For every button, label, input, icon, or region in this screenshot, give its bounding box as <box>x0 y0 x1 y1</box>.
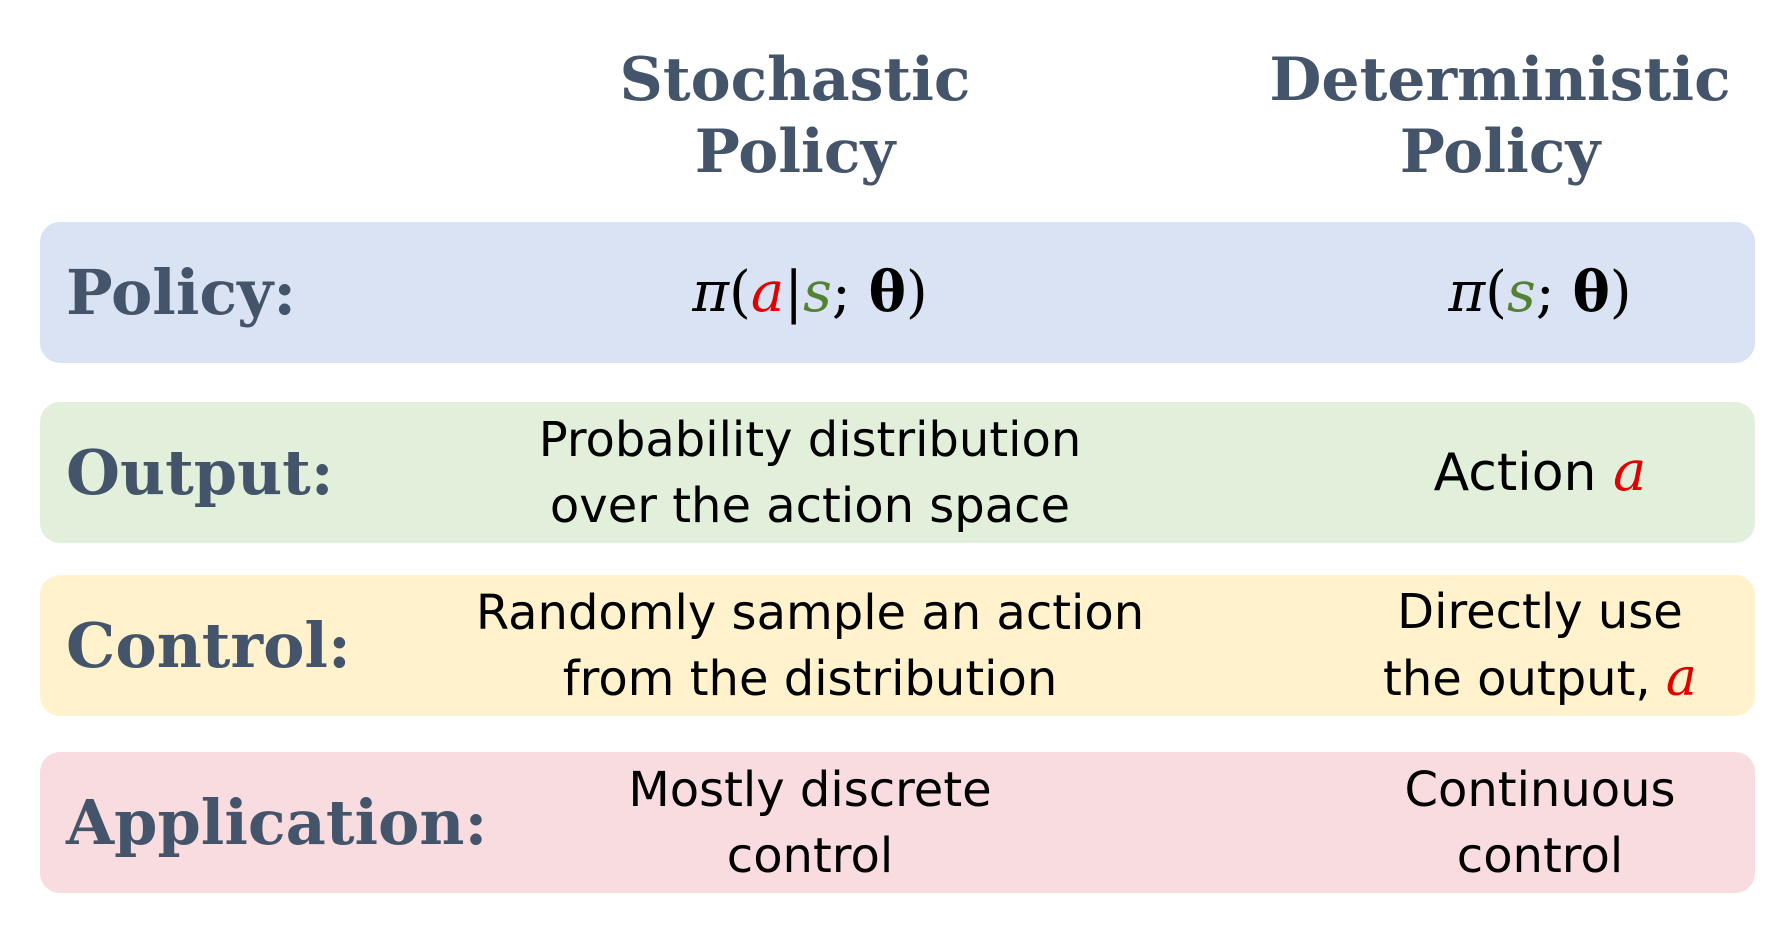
stochastic-control-cell: Randomly sample an action from the distr… <box>440 575 1180 716</box>
deterministic-output-cell: Action a <box>1250 402 1791 543</box>
deterministic-policy-header: Deterministic Policy <box>1240 44 1760 188</box>
output-row: Output: Probability distribution over th… <box>40 402 1755 543</box>
row-label-application: Application: <box>66 786 488 859</box>
close-paren: ) <box>1609 260 1632 325</box>
row-label-policy: Policy: <box>66 256 297 329</box>
header-line: Deterministic <box>1269 45 1731 115</box>
cell-line: from the distribution <box>562 650 1058 707</box>
action-var: a <box>1613 439 1647 504</box>
cell-line: over the action space <box>549 477 1071 534</box>
policy-row: Policy: π(a|s; θ) π(s; θ) <box>40 222 1755 363</box>
deterministic-output-line: Action a <box>1434 439 1647 506</box>
cell-line: control <box>1456 827 1624 884</box>
state-var: s <box>803 260 832 325</box>
row-label-output: Output: <box>66 436 334 509</box>
deterministic-control-cell: Directly use the output, a <box>1290 575 1790 716</box>
application-row: Application: Mostly discrete control Con… <box>40 752 1755 893</box>
deterministic-policy-formula: π(s; θ) <box>1250 222 1791 363</box>
output-text: the output, <box>1383 651 1666 707</box>
stochastic-policy-header: Stochastic Policy <box>560 44 1030 188</box>
control-row: Control: Randomly sample an action from … <box>40 575 1755 716</box>
pi-symbol: π <box>1448 260 1486 325</box>
theta-param: θ <box>868 259 906 325</box>
action-var: a <box>750 260 785 325</box>
stochastic-application-cell: Mostly discrete control <box>440 752 1180 893</box>
open-paren: ( <box>1485 260 1508 325</box>
stochastic-policy-formula: π(a|s; θ) <box>440 222 1180 363</box>
open-paren: ( <box>729 260 751 325</box>
cell-line-with-var: the output, a <box>1383 645 1697 712</box>
action-var: a <box>1665 648 1697 708</box>
cell-line: Mostly discrete <box>628 761 992 818</box>
cell-line: control <box>726 827 894 884</box>
stochastic-output-cell: Probability distribution over the action… <box>440 402 1180 543</box>
header-line: Policy <box>694 117 896 187</box>
action-text: Action <box>1433 443 1613 503</box>
header-line: Stochastic <box>619 45 971 115</box>
given-bar: | <box>784 260 804 325</box>
close-paren: ) <box>905 260 928 325</box>
cell-line: Randomly sample an action <box>475 584 1145 641</box>
state-var: s <box>1507 260 1536 325</box>
pi-symbol: π <box>692 260 730 325</box>
semicolon: ; <box>1535 260 1573 325</box>
cell-line: Continuous <box>1404 761 1676 818</box>
semicolon: ; <box>831 260 869 325</box>
row-label-control: Control: <box>66 609 351 682</box>
deterministic-application-cell: Continuous control <box>1290 752 1790 893</box>
cell-line: Directly use <box>1397 584 1683 640</box>
theta-param: θ <box>1572 259 1610 325</box>
header-line: Policy <box>1399 117 1601 187</box>
cell-line: Probability distribution <box>538 411 1082 468</box>
